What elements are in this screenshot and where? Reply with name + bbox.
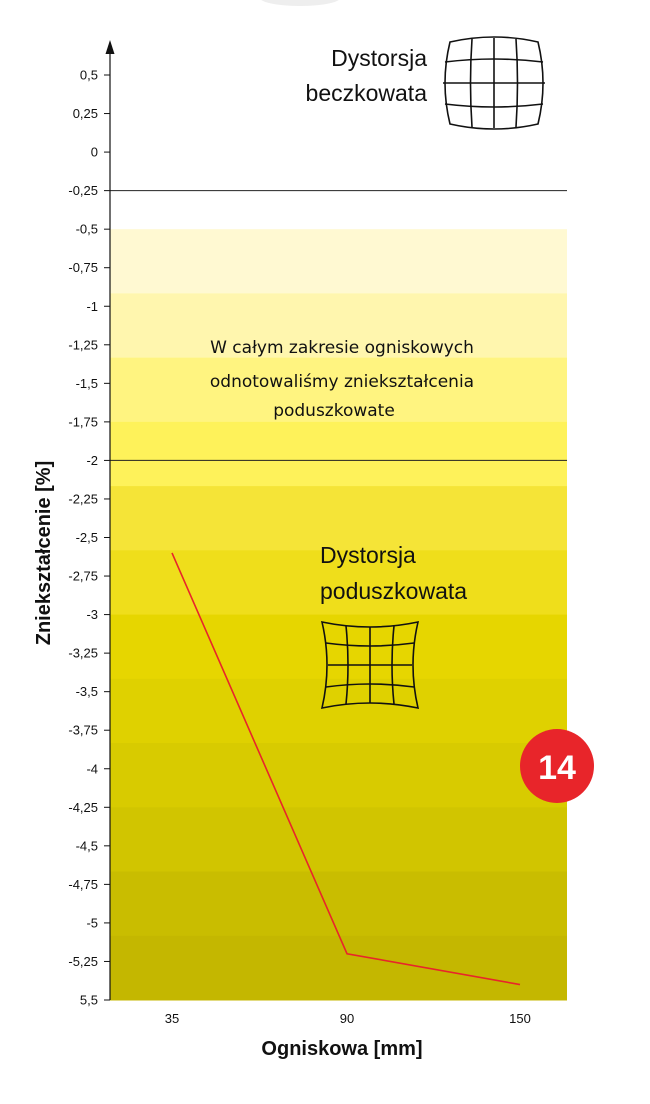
y-tick-label: -3,25 (68, 646, 98, 661)
series-lines (171, 552, 521, 986)
band-4 (110, 486, 567, 551)
note-line1: W całym zakresie ogniskowych (210, 338, 474, 358)
band-3 (110, 421, 567, 487)
y-tick-label: -0,5 (76, 222, 98, 237)
y-tick-label: -4,75 (68, 877, 98, 892)
y-tick-label: -1,25 (68, 337, 98, 352)
y-axis (105, 40, 115, 1000)
x-axis-title: Ogniskowa [mm] (261, 1038, 422, 1060)
y-tick-label: -3,5 (76, 684, 98, 699)
y-axis-arrow-icon (105, 40, 115, 54)
x-tick-label: 150 (509, 1011, 531, 1026)
band-9 (110, 807, 567, 873)
pincushion-label-line2: poduszkowata (320, 578, 467, 604)
band-5 (110, 550, 567, 616)
band-2 (110, 357, 567, 423)
note-line2: odnotowaliśmy zniekształcenia (210, 372, 474, 392)
background-bands (110, 229, 567, 1001)
y-tick-label: -5 (86, 915, 98, 930)
top-shadow (261, 0, 339, 6)
y-tick-label: -5,25 (68, 954, 98, 969)
note-line3: poduszkowate (273, 401, 395, 421)
y-tick-label: -4,25 (68, 800, 98, 815)
y-tick-label: 0,25 (73, 106, 98, 121)
y-tick-label: -1,5 (76, 376, 98, 391)
band-11 (110, 935, 567, 1001)
band-1 (110, 293, 567, 359)
y-tick-label: -4 (86, 761, 98, 776)
x-tick-label: 35 (165, 1011, 179, 1026)
y-tick-label: -1,75 (68, 414, 98, 429)
y-tick-label: -3 (86, 607, 98, 622)
y-axis-title: Zniekształcenie [%] (33, 461, 55, 646)
y-tick-label: 5,5 (80, 993, 98, 1008)
y-tick-label: -1 (86, 299, 98, 314)
badge-circle (520, 729, 594, 803)
y-tick-label: -4,5 (76, 838, 98, 853)
x-tick-label: 90 (340, 1011, 354, 1026)
y-tick-label: -0,75 (68, 260, 98, 275)
reference-lines (110, 190, 567, 461)
badge-number: 14 (538, 749, 576, 787)
y-tick-label: -0,25 (68, 183, 98, 198)
barrel-label-line1: Dystorsja (331, 45, 427, 71)
y-tick-labels: 0,5 0,25 0 -0,25 -0,5 -0,75 -1 -1,25 -1,5 -1,75 -2… (68, 68, 110, 1008)
band-8 (110, 743, 567, 808)
band-7 (110, 678, 567, 744)
y-tick-label: 0 (91, 145, 98, 160)
x-tick-labels: 35 90 150 (165, 1011, 531, 1026)
barrel-distortion-grid-icon (443, 36, 545, 130)
y-tick-label: -3,75 (68, 723, 98, 738)
band-0 (110, 229, 567, 294)
pincushion-label-line1: Dystorsja (320, 542, 416, 568)
band-10 (110, 871, 567, 937)
y-tick-label: -2,5 (76, 530, 98, 545)
page-number-badge: 14 (520, 729, 594, 803)
barrel-label-line2: beczkowata (306, 80, 428, 106)
y-tick-label: 0,5 (80, 68, 98, 83)
series-line-0 (171, 552, 521, 986)
pincushion-distortion-grid-icon (320, 620, 420, 710)
y-tick-label: -2,75 (68, 569, 98, 584)
y-tick-label: -2,25 (68, 491, 98, 506)
y-tick-label: -2 (86, 453, 98, 468)
